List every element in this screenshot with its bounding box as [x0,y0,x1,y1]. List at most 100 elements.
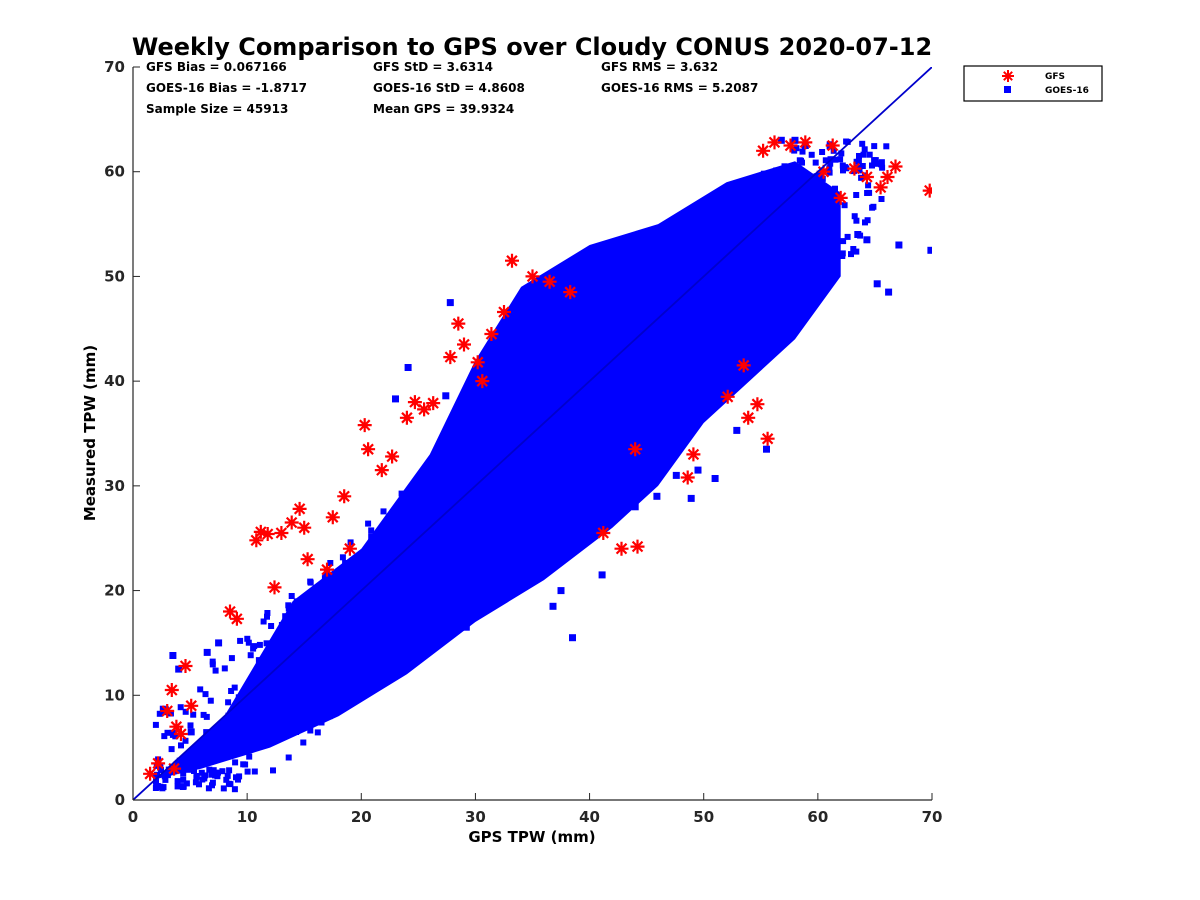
gfs-point [720,389,735,404]
goes-density-point [614,439,621,446]
goes-density-point [377,571,384,578]
stat-text: GOES-16 Bias = -1.8717 [146,81,307,95]
goes-density-point [281,656,288,663]
goes-density-point [278,622,285,628]
goes-density-point [479,461,486,468]
goes-density-point [786,197,793,204]
goes-density-point [563,375,570,382]
goes-density-point [355,637,362,644]
goes-density-point [448,606,454,612]
goes-density-point [432,594,439,601]
goes-density-point [454,525,461,532]
gfs-point [253,524,268,539]
goes-density-point [244,635,251,642]
goes-density-point [545,524,551,531]
goes16-point [255,728,263,736]
goes16-point [825,199,833,207]
goes-density-point [339,600,346,607]
goes-density-point [371,591,378,598]
x-tick-label: 30 [465,808,486,826]
goes-density-point [350,591,357,598]
goes-density-point [210,767,217,774]
goes-density-point [476,442,483,449]
goes-density-point [190,711,197,718]
goes-density-point [495,441,502,447]
gfs-point [816,164,831,179]
goes-density-point [802,175,809,182]
goes-density-point [814,278,821,285]
goes-density-point [443,577,450,584]
goes-density-point [227,721,234,728]
goes-density-point [233,774,239,781]
goes-density-point [605,349,612,355]
goes-density-point [623,392,630,399]
goes-density-point [720,242,727,249]
goes-density-point [479,513,486,520]
goes-density-point [645,308,651,315]
goes-density-point [169,729,176,736]
goes-density-point [625,362,632,369]
gfs-point [417,402,432,417]
goes-density-point [514,534,520,541]
goes-density-point [728,318,734,324]
gfs-point [680,470,695,485]
goes-density-point [287,615,294,622]
goes-density-point [225,699,232,706]
goes-density-point [625,383,632,390]
goes-density-point [806,280,813,287]
goes-density-point [258,705,265,712]
goes-density-point [468,491,475,497]
goes-density-point [317,652,324,659]
goes-density-point [718,262,725,269]
goes-density-point [317,632,324,639]
goes-density-point [770,212,777,219]
y-tick-label: 0 [115,791,125,809]
goes-density-point [690,253,697,260]
x-tick-label: 60 [807,808,828,826]
goes-density-point [763,214,770,221]
goes-density-point [714,316,721,323]
goes-density-point [461,568,468,575]
goes-density-point [605,367,612,374]
goes-density-point [184,760,191,767]
gfs-point [284,515,299,530]
gfs-point [888,159,903,174]
goes-density-point [561,488,568,495]
goes-density-point [779,182,786,189]
goes-density-point [737,306,744,313]
goes-density-point [669,330,676,337]
goes-density-point [581,431,588,438]
goes-density-point [526,393,533,400]
goes-density-point [669,292,676,299]
goes-density-point [471,540,478,547]
goes16-point [352,691,360,699]
gfs-point [475,374,490,389]
goes-density-point [517,533,524,540]
goes-density-point [740,203,747,210]
goes16-point [602,382,610,390]
goes-density-point [373,600,380,607]
goes-density-point [828,219,834,226]
goes-density-point [219,768,226,775]
goes-density-point [652,324,659,331]
goes-density-point [258,686,265,693]
goes-density-point [775,286,782,292]
goes-density-point [246,737,253,744]
goes-density-point [621,374,628,381]
goes-density-point [583,345,590,352]
goes16-point [215,639,223,647]
gfs-point [300,552,315,567]
goes16-point [711,475,719,482]
goes-density-point [658,350,665,357]
goes-density-point [617,390,623,397]
goes-density-point [650,289,657,296]
goes-density-point [206,766,213,773]
goes-density-point [819,149,826,155]
goes-density-point [503,397,510,404]
goes-density-point [480,488,487,495]
goes-density-point [727,329,734,336]
goes-density-point [746,314,753,320]
goes-density-point [779,267,786,274]
gfs-point [505,253,519,268]
goes-density-point [182,737,189,744]
